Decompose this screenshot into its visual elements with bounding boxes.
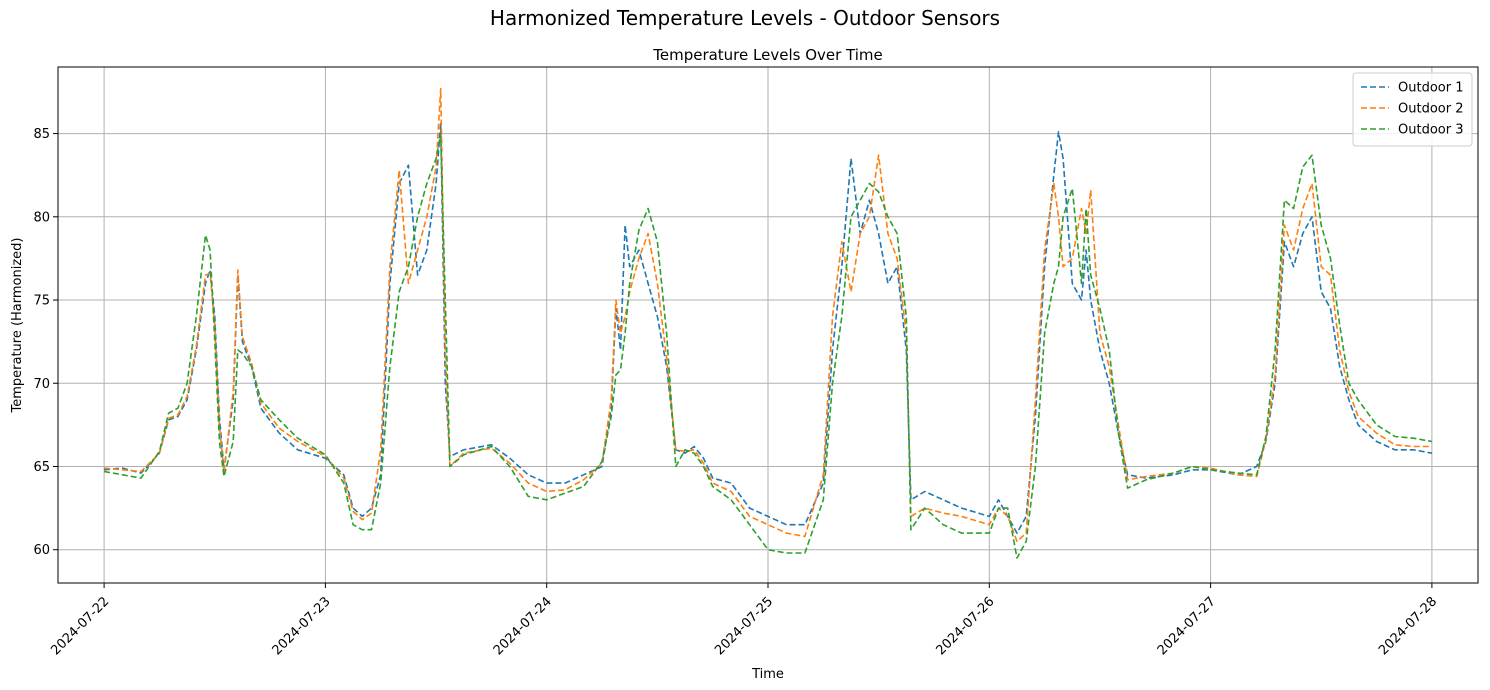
x-axis: 2024-07-22 2024-07-23 2024-07-24 2024-07-25… — [48, 583, 1440, 658]
x-tick-label: 2024-07-24 — [491, 594, 555, 658]
series-line-1 — [104, 122, 1433, 534]
y-tick-label: 65 — [33, 460, 50, 475]
y-tick-label: 85 — [33, 127, 50, 142]
y-tick-label: 60 — [33, 543, 50, 558]
x-tick-label: 2024-07-27 — [1155, 594, 1219, 658]
y-tick-label: 75 — [33, 294, 50, 309]
y-tick-label: 80 — [33, 210, 50, 225]
x-axis-label: Time — [751, 667, 784, 682]
plot-frame — [57, 66, 1479, 584]
series-line-2 — [104, 87, 1432, 543]
y-axis-label: Temperature (Harmonized) — [10, 237, 25, 413]
legend-label: Outdoor 2 — [1398, 102, 1463, 117]
x-tick-label: 2024-07-23 — [270, 594, 334, 658]
grid — [58, 67, 1478, 583]
x-tick-label: 2024-07-25 — [712, 594, 776, 658]
y-tick-label: 70 — [33, 377, 50, 392]
legend-label: Outdoor 1 — [1398, 81, 1463, 96]
legend-label: Outdoor 3 — [1398, 123, 1463, 138]
legend: Outdoor 1 Outdoor 2 Outdoor 3 — [1352, 72, 1473, 147]
chart-suptitle: Harmonized Temperature Levels - Outdoor … — [490, 6, 1000, 30]
x-tick-label: 2024-07-26 — [934, 594, 998, 658]
series-line-3 — [103, 132, 1433, 559]
chart-title: Temperature Levels Over Time — [652, 46, 883, 64]
y-axis: 60 65 70 75 80 85 — [33, 127, 58, 558]
x-tick-label: 2024-07-22 — [48, 594, 112, 658]
x-tick-label: 2024-07-28 — [1376, 594, 1440, 658]
series-lines — [103, 87, 1433, 559]
legend-box — [1352, 72, 1473, 147]
